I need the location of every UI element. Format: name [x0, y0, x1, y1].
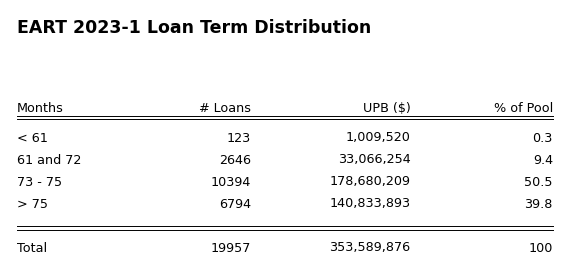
Text: 61 and 72: 61 and 72	[17, 153, 82, 166]
Text: Total: Total	[17, 242, 47, 255]
Text: 2646: 2646	[219, 153, 251, 166]
Text: > 75: > 75	[17, 198, 48, 211]
Text: 100: 100	[528, 242, 553, 255]
Text: 10394: 10394	[210, 176, 251, 189]
Text: < 61: < 61	[17, 132, 48, 145]
Text: UPB ($): UPB ($)	[363, 101, 410, 114]
Text: 123: 123	[226, 132, 251, 145]
Text: 50.5: 50.5	[524, 176, 553, 189]
Text: % of Pool: % of Pool	[494, 101, 553, 114]
Text: 140,833,893: 140,833,893	[329, 198, 410, 211]
Text: 178,680,209: 178,680,209	[329, 176, 410, 189]
Text: Months: Months	[17, 101, 64, 114]
Text: 33,066,254: 33,066,254	[337, 153, 410, 166]
Text: 19957: 19957	[210, 242, 251, 255]
Text: # Loans: # Loans	[199, 101, 251, 114]
Text: 353,589,876: 353,589,876	[329, 242, 410, 255]
Text: 6794: 6794	[219, 198, 251, 211]
Text: 9.4: 9.4	[533, 153, 553, 166]
Text: 39.8: 39.8	[524, 198, 553, 211]
Text: 73 - 75: 73 - 75	[17, 176, 62, 189]
Text: EART 2023-1 Loan Term Distribution: EART 2023-1 Loan Term Distribution	[17, 19, 371, 37]
Text: 0.3: 0.3	[532, 132, 553, 145]
Text: 1,009,520: 1,009,520	[345, 132, 410, 145]
